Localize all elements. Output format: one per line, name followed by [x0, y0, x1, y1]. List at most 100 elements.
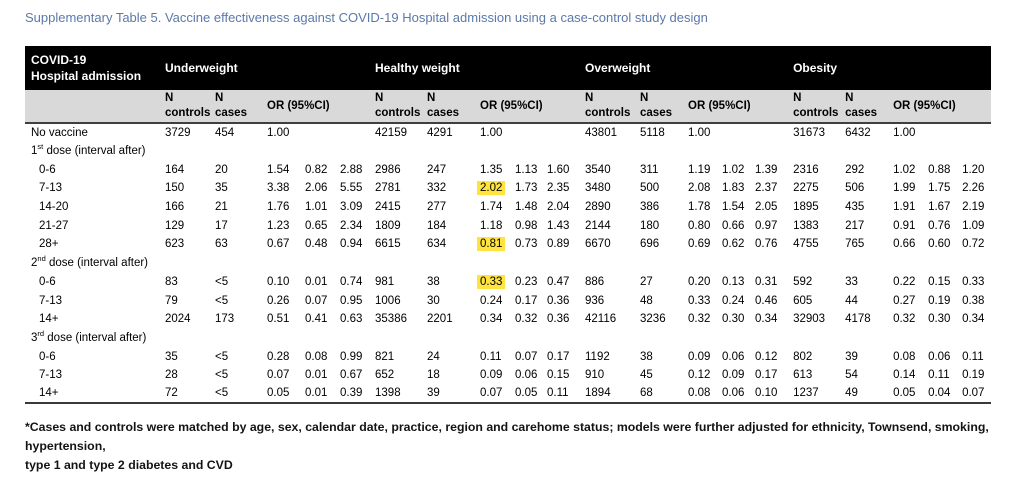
table-row: 14+ 72 <5 0.05 0.01 0.39 1398 39 0.07 0.05 0.11 189…	[25, 384, 992, 405]
n-cases-cell: 27	[640, 275, 653, 288]
n-cases-cell: <5	[215, 275, 229, 288]
cases-label: cases	[215, 107, 247, 119]
ci-high-cell: 0.19	[962, 369, 985, 382]
ci-low-cell	[305, 123, 340, 142]
ci-high-cell: 0.94	[340, 238, 363, 251]
or-cell: 1.23	[267, 219, 290, 232]
n-controls-cell: 821	[375, 350, 395, 363]
ci-low-cell: 1.13	[515, 163, 538, 176]
n-cases-cell: 48	[640, 294, 653, 307]
or-header: OR (95%CI)	[893, 90, 992, 124]
controls-label: controls	[165, 107, 211, 119]
n-label: N	[845, 92, 854, 105]
or-cell: 0.05	[267, 384, 305, 405]
ci-high-cell: 0.33	[962, 275, 985, 288]
n-cases-cell: 3236	[640, 313, 666, 326]
ci-high-cell: 0.72	[962, 238, 985, 251]
ci-high-cell: 0.11	[547, 384, 586, 405]
or-cell: 0.34	[480, 313, 503, 326]
row-label: 14-20	[39, 201, 69, 214]
ci-low-cell: 1.02	[722, 163, 745, 176]
n-cases-cell: 184	[427, 219, 447, 232]
n-controls-cell: 1192	[585, 350, 610, 363]
or-cell: 1.91	[893, 201, 916, 214]
or-cell: 0.27	[893, 294, 916, 307]
n-cases-cell: 45	[640, 369, 653, 382]
ci-high-cell: 1.20	[962, 163, 985, 176]
row-label: 21-27	[39, 219, 69, 232]
ci-low-cell: 0.19	[928, 294, 951, 307]
ci-low-cell: 0.13	[722, 275, 745, 288]
or-cell: 1.76	[267, 201, 290, 214]
ci-low-cell: 0.48	[305, 238, 328, 251]
ci-low-cell: 1.01	[305, 201, 328, 214]
n-controls-cell: 3729	[165, 126, 191, 139]
ci-low-cell: 0.11	[928, 369, 950, 382]
n-cases-cell: 44	[845, 294, 858, 307]
table-row: No vaccine 3729 454 1.00 42159 4291 1.00 43801 5…	[25, 123, 991, 142]
ci-high-cell: 0.74	[340, 275, 363, 288]
n-controls-cell: 31673	[793, 126, 826, 139]
footnote: *Cases and controls were matched by age,…	[25, 418, 995, 475]
ci-high-cell: 0.10	[755, 384, 794, 405]
or-cell: 1.74	[480, 201, 503, 214]
or-header: OR (95%CI)	[480, 90, 586, 124]
n-cases-cell: 21	[215, 201, 228, 214]
ci-low-cell: 0.60	[928, 238, 951, 251]
ci-low-cell: 0.88	[928, 163, 951, 176]
or-cell: 0.20	[688, 275, 711, 288]
ci-high-cell: 0.99	[340, 350, 363, 363]
or-cell: 1.00	[480, 126, 503, 139]
row-label: 14+	[25, 384, 165, 405]
ci-high-cell: 0.63	[340, 313, 363, 326]
n-cases-cell: 54	[845, 369, 858, 382]
controls-label: controls	[585, 107, 631, 119]
ci-low-cell: 0.04	[928, 384, 963, 405]
n-cases-cell: 4291	[427, 126, 453, 139]
ci-high-cell: 0.46	[755, 294, 778, 307]
footnote-line1: *Cases and controls were matched by age,…	[25, 420, 989, 454]
ci-high-cell: 0.07	[962, 384, 992, 405]
n-cases-cell: 696	[640, 238, 660, 251]
n-controls-cell: 1383	[793, 219, 819, 232]
or-cell: 0.81	[477, 235, 515, 254]
row-label: 1st dose (interval after)	[31, 142, 146, 158]
n-controls-cell: 592	[793, 275, 813, 288]
ci-low-cell: 0.32	[515, 313, 538, 326]
ci-high-cell: 2.35	[547, 182, 570, 195]
or-cell: 0.09	[688, 350, 711, 363]
group-header-obesity: Obesity	[793, 46, 992, 90]
n-cases-cell: 180	[640, 219, 660, 232]
ci-high-cell: 0.11	[962, 350, 984, 363]
ci-high-cell: 0.95	[340, 294, 363, 307]
ci-low-cell: 0.41	[305, 313, 328, 326]
ci-high-cell: 0.17	[755, 369, 778, 382]
ci-low-cell: 0.30	[928, 313, 951, 326]
table-row: 0-6 35 <5 0.28 0.08 0.99 821 24 0.11 0.07 0.17 1192…	[25, 347, 991, 366]
n-cases-cell: 35	[215, 182, 228, 195]
ci-low-cell: 1.48	[515, 201, 538, 214]
or-cell: 1.19	[688, 163, 711, 176]
subheader-empty	[25, 90, 165, 124]
ci-low-cell: 0.06	[722, 384, 756, 405]
n-controls-cell: 28	[165, 369, 178, 382]
n-controls-cell: 1894	[585, 384, 641, 405]
n-controls-cell: 605	[793, 294, 813, 307]
ci-high-cell: 0.36	[547, 294, 570, 307]
n-controls-cell: 886	[585, 275, 605, 288]
or-header: OR (95%CI)	[688, 90, 794, 124]
n-controls-cell: 2275	[793, 182, 819, 195]
cases-label: cases	[640, 107, 672, 119]
n-cases-cell: 4178	[845, 313, 871, 326]
n-cases-cell: 634	[427, 238, 447, 251]
ci-low-cell: 0.23	[515, 275, 538, 288]
or-cell: 0.07	[267, 369, 290, 382]
n-controls-cell: 1237	[793, 384, 846, 405]
row-label: No vaccine	[31, 126, 88, 139]
n-cases-cell: 17	[215, 219, 228, 232]
or-cell: 1.00	[267, 126, 290, 139]
n-cases-cell: 33	[845, 275, 858, 288]
ci-low-cell: 0.76	[928, 219, 951, 232]
